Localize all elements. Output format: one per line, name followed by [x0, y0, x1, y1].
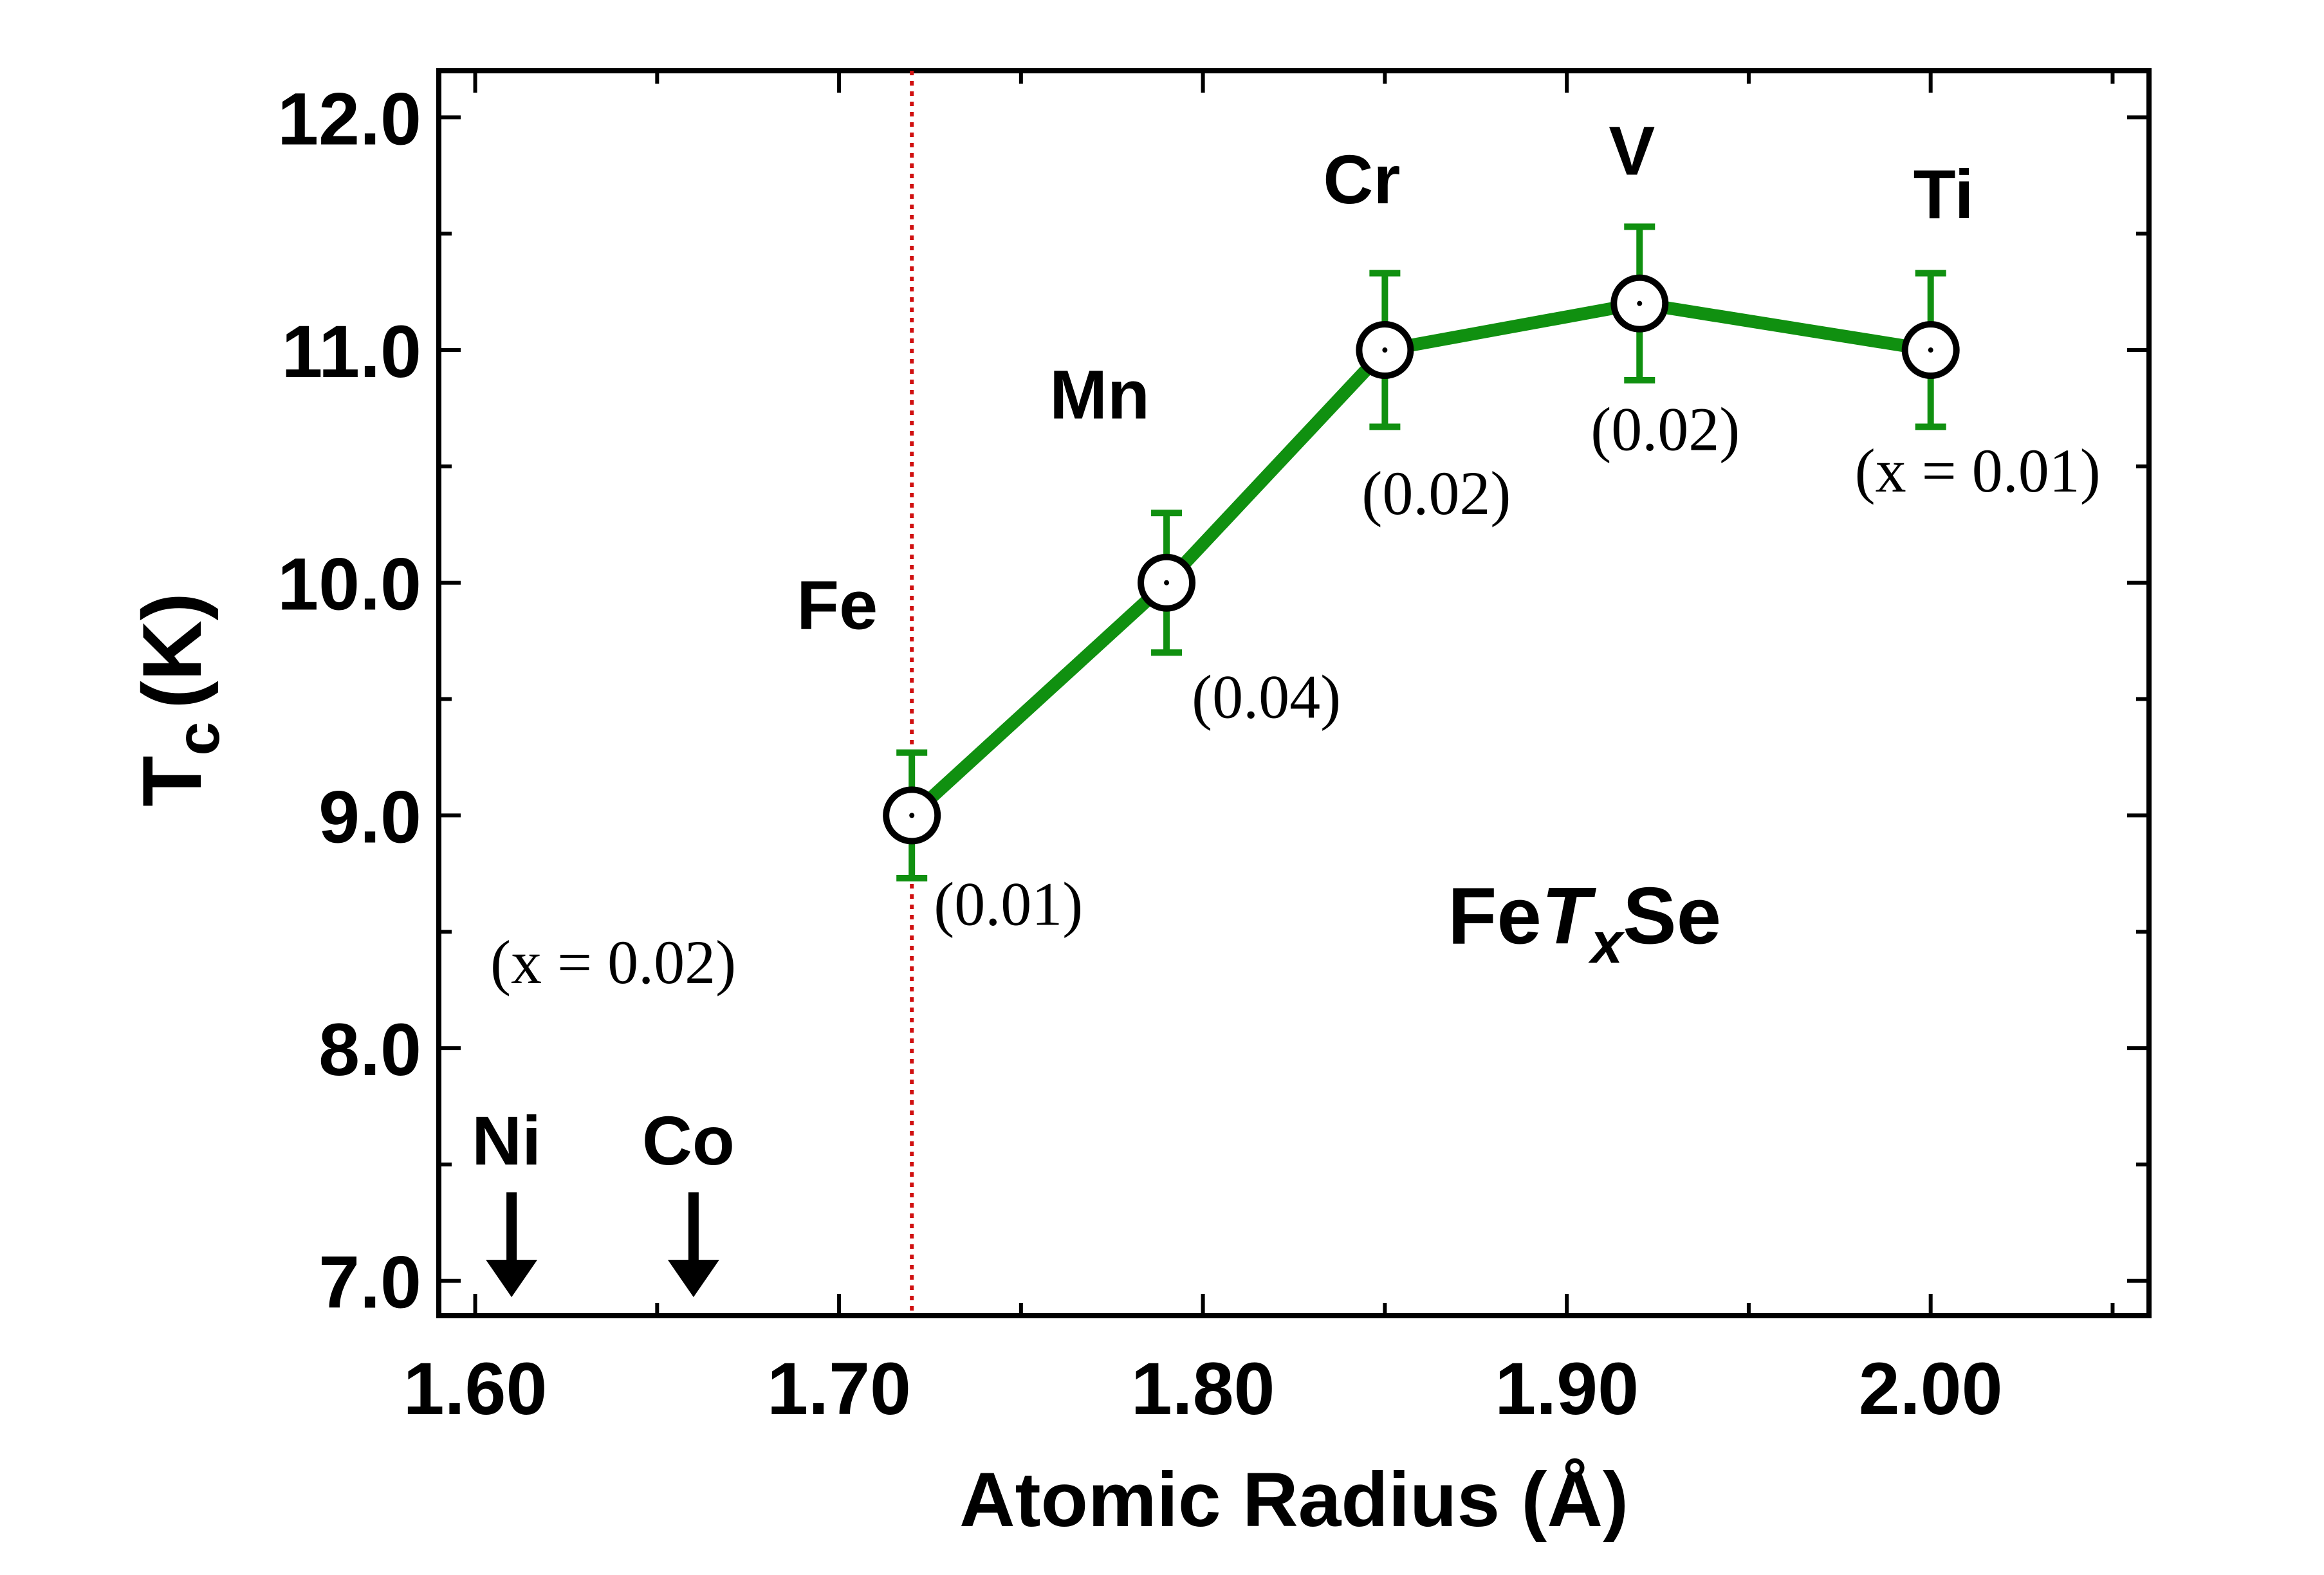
concentration-label-ti: (x = 0.01): [1855, 436, 2101, 505]
data-point-center: [1382, 347, 1388, 353]
formula-sub: x: [1588, 911, 1625, 975]
x-tick-label: 1.90: [1495, 1348, 1639, 1430]
concentration-label-fe: (0.01): [934, 869, 1083, 938]
element-markers: Ni Co: [472, 1101, 735, 1298]
formula-part1: Fe: [1448, 871, 1542, 961]
formula-part2: T: [1542, 871, 1597, 961]
y-tick-label: 10.0: [277, 544, 421, 626]
x-tick-label: 1.70: [767, 1348, 911, 1430]
data-point-center: [1928, 347, 1933, 353]
x-tick-label: 1.60: [403, 1348, 548, 1430]
element-label-fe: Fe: [797, 566, 878, 643]
marker-co: Co: [642, 1101, 735, 1298]
y-tick-label: 12.0: [277, 78, 421, 160]
element-label-cr: Cr: [1323, 140, 1400, 218]
marker-label-co: Co: [642, 1101, 735, 1179]
y-axis-title-unit: (K): [125, 593, 219, 708]
y-tick-label: 8.0: [318, 1009, 421, 1091]
y-tick-label: 11.0: [282, 311, 421, 393]
x-axis-title: Atomic Radius (Å): [959, 1457, 1628, 1543]
data-point-center: [1164, 580, 1170, 585]
arrow-head: [486, 1260, 538, 1298]
marker-concentration-label: (x = 0.02): [490, 928, 736, 997]
element-label-ti: Ti: [1914, 155, 1974, 233]
y-axis-title: Tc (K): [125, 593, 232, 807]
x-tick-labels: 1.60 1.70 1.80 1.90 2.00: [403, 1348, 2003, 1430]
concentration-label-mn: (0.04): [1192, 663, 1341, 732]
data-points: [883, 274, 1960, 845]
x-tick-label: 1.80: [1131, 1348, 1275, 1430]
x-tick-label: 2.00: [1859, 1348, 2003, 1430]
y-axis-title-sub: c: [164, 722, 232, 756]
point-labels: Fe (0.01) Mn (0.04) Cr (0.02) V (0.02) Ti (x = 0.…: [797, 112, 2101, 939]
y-axis-title-main: T: [125, 755, 219, 806]
y-tick-labels: 7.0 8.0 9.0 10.0 11.0 12.0: [277, 78, 421, 1323]
y-tick-label: 9.0: [318, 776, 421, 858]
formula-part3: Se: [1623, 871, 1721, 961]
concentration-label-cr: (0.02): [1361, 459, 1511, 528]
arrow-head: [667, 1260, 719, 1298]
plot-frame: [436, 68, 2152, 1318]
data-point-center: [1637, 300, 1643, 306]
concentration-label-v: (0.02): [1591, 395, 1740, 464]
y-tick-label: 7.0: [318, 1242, 421, 1324]
element-label-v: V: [1609, 112, 1655, 190]
marker-ni: Ni: [472, 1101, 541, 1298]
element-label-mn: Mn: [1049, 356, 1150, 434]
data-point-center: [909, 813, 915, 818]
axis-ticks: [439, 71, 2149, 1316]
marker-label-ni: Ni: [472, 1101, 541, 1179]
formula-label: FeTxSe: [1448, 871, 1721, 975]
